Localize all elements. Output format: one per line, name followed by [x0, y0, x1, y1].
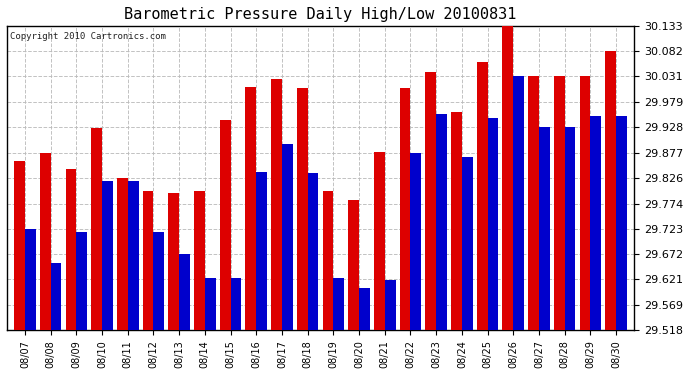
Bar	[230, 278, 241, 330]
Bar	[205, 278, 216, 330]
Bar	[385, 280, 395, 330]
Bar	[40, 153, 50, 330]
Bar	[219, 120, 230, 330]
Bar	[25, 229, 36, 330]
Bar	[462, 157, 473, 330]
Bar	[308, 173, 319, 330]
Bar	[91, 128, 102, 330]
Bar	[348, 200, 359, 330]
Bar	[400, 88, 411, 330]
Bar	[477, 62, 488, 330]
Bar	[488, 118, 498, 330]
Bar	[554, 76, 564, 330]
Bar	[50, 262, 61, 330]
Bar	[374, 152, 385, 330]
Bar	[246, 87, 256, 330]
Bar	[616, 116, 627, 330]
Bar	[513, 76, 524, 330]
Bar	[102, 181, 113, 330]
Bar	[359, 288, 370, 330]
Bar	[271, 80, 282, 330]
Bar	[282, 144, 293, 330]
Bar	[322, 191, 333, 330]
Bar	[528, 76, 539, 330]
Bar	[66, 170, 77, 330]
Bar	[143, 191, 153, 330]
Bar	[580, 76, 591, 330]
Bar	[297, 88, 308, 330]
Bar	[128, 181, 139, 330]
Text: Copyright 2010 Cartronics.com: Copyright 2010 Cartronics.com	[10, 32, 166, 41]
Bar	[591, 116, 601, 330]
Bar	[564, 128, 575, 330]
Bar	[605, 51, 616, 330]
Bar	[77, 232, 87, 330]
Bar	[153, 232, 164, 330]
Bar	[168, 193, 179, 330]
Bar	[117, 178, 128, 330]
Bar	[14, 161, 25, 330]
Bar	[502, 26, 513, 330]
Bar	[179, 254, 190, 330]
Bar	[256, 172, 267, 330]
Bar	[194, 191, 205, 330]
Bar	[411, 153, 422, 330]
Bar	[425, 72, 436, 330]
Title: Barometric Pressure Daily High/Low 20100831: Barometric Pressure Daily High/Low 20100…	[124, 7, 517, 22]
Bar	[539, 128, 550, 330]
Bar	[436, 114, 447, 330]
Bar	[451, 111, 462, 330]
Bar	[333, 278, 344, 330]
